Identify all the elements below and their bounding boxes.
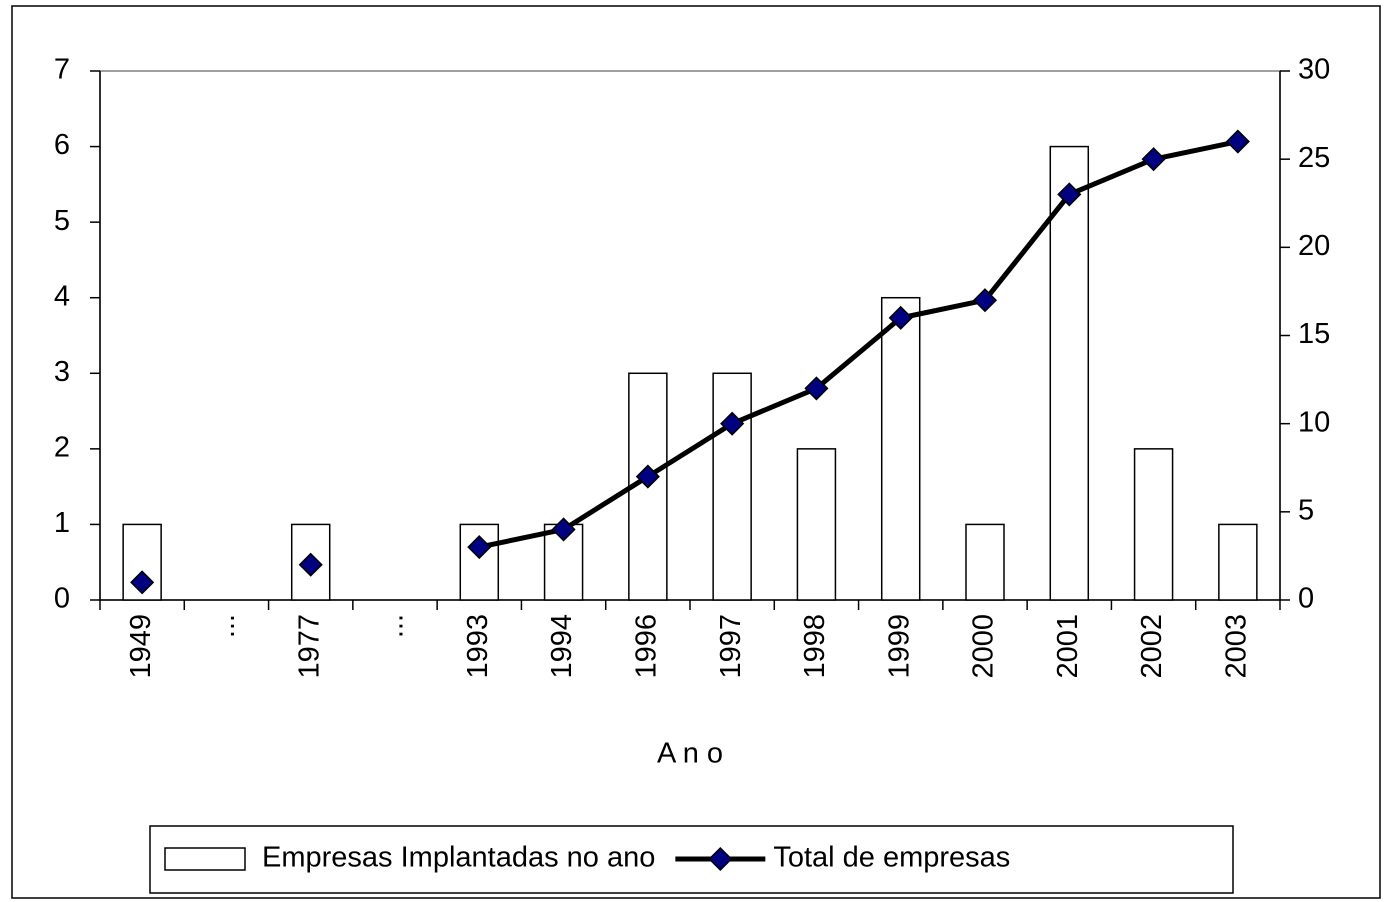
marker (804, 376, 829, 401)
x-tick-label: ... (209, 614, 241, 638)
chart-border (11, 5, 1381, 899)
bar (796, 448, 837, 601)
legend-label: Total de empresas (773, 842, 1010, 874)
y2-tick-label: 25 (1298, 142, 1330, 174)
y-tick-label: 6 (54, 129, 70, 161)
marker (1225, 129, 1250, 154)
y-tick-label: 3 (54, 356, 70, 388)
y-tick-label: 7 (54, 54, 70, 86)
legend-label: Empresas Implantadas no ano (262, 842, 655, 874)
marker (298, 552, 323, 577)
marker (888, 305, 913, 330)
y2-tick-label: 5 (1298, 494, 1314, 526)
x-tick-label: 1997 (715, 614, 747, 679)
y2-tick-label: 15 (1298, 318, 1330, 350)
marker (130, 570, 155, 595)
legend-swatch (164, 847, 246, 871)
x-tick-label: 2003 (1221, 614, 1253, 679)
marker (972, 288, 998, 313)
marker (635, 464, 660, 489)
bar (965, 523, 1005, 601)
x-tick-label: ... (378, 614, 410, 638)
x-tick-label: 1994 (546, 614, 578, 679)
y2-tick-label: 0 (1298, 583, 1314, 615)
y2-tick-label: 30 (1298, 54, 1330, 86)
x-tick-label: 2001 (1052, 614, 1084, 679)
y2-tick-label: 20 (1298, 230, 1330, 262)
marker (551, 517, 576, 542)
y-tick-label: 2 (54, 432, 70, 464)
marker (467, 535, 492, 560)
legend-box (149, 825, 1234, 894)
marker (1057, 182, 1082, 207)
bar (1049, 145, 1090, 601)
x-tick-label: 1996 (631, 614, 663, 679)
bar (1218, 523, 1258, 601)
marker (1141, 147, 1166, 172)
y2-tick-label: 10 (1298, 406, 1330, 438)
x-tick-label: 1949 (125, 614, 157, 679)
y-tick-label: 0 (54, 583, 70, 615)
x-tick-label: 1993 (462, 614, 494, 679)
x-tick-label: 1977 (293, 614, 325, 679)
y-tick-label: 4 (54, 280, 70, 312)
bar (712, 372, 752, 601)
x-axis-title: A n o (657, 738, 723, 770)
x-tick-label: 2000 (968, 614, 1000, 679)
bar (1133, 448, 1174, 601)
line (478, 139, 1239, 550)
x-tick-label: 2002 (1136, 614, 1168, 679)
y-tick-label: 1 (54, 507, 70, 539)
plot-area (99, 70, 1281, 601)
marker (720, 411, 745, 436)
legend-marker (708, 846, 733, 872)
bar (880, 296, 921, 601)
x-tick-label: 1998 (799, 614, 831, 679)
x-tick-label: 1999 (883, 614, 915, 679)
y-tick-label: 5 (54, 205, 70, 237)
